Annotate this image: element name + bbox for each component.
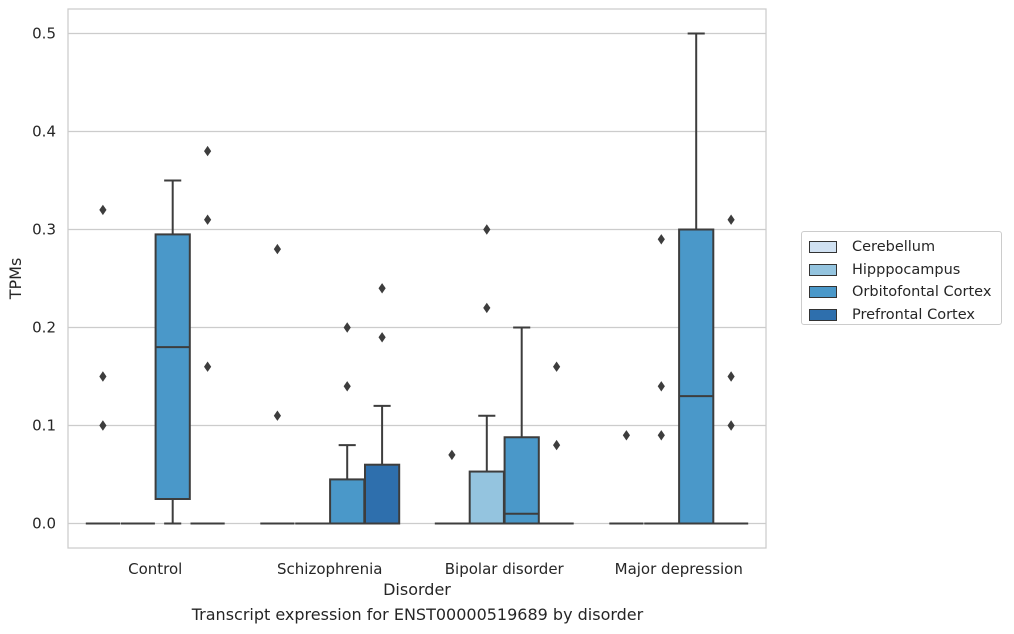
box-orbitofontal-cortex (154, 179, 191, 525)
legend-item: Hipppocampus (809, 259, 1001, 282)
outlier-point (483, 224, 491, 235)
outlier-point (378, 332, 386, 343)
outlier-point (622, 430, 630, 441)
box-orbitofontal-cortex (329, 444, 366, 525)
box-body (154, 233, 191, 500)
legend-item: Cerebellum (809, 236, 1001, 259)
outlier-point (553, 361, 561, 372)
box-orbitofontal-cortex (678, 32, 715, 525)
outlier-point (99, 204, 107, 216)
legend-swatch (809, 286, 837, 299)
x-tick-label: Control (128, 560, 182, 578)
outlier-point (657, 234, 665, 245)
outlier-point (483, 302, 491, 314)
y-tick-label: 0.4 (32, 123, 56, 141)
legend-item: Prefrontal Cortex (809, 304, 1001, 327)
y-tick-label: 0.5 (32, 25, 56, 43)
x-tick-label: Bipolar disorder (445, 560, 565, 578)
outlier-point (204, 214, 212, 225)
y-tick-labels: 0.0 0.1 0.2 0.3 0.4 0.5 (32, 25, 56, 533)
legend-label: Hipppocampus (852, 261, 961, 278)
box-prefrontal-cortex (363, 404, 401, 525)
boxes (85, 32, 749, 525)
legend-label: Prefrontal Cortex (852, 306, 975, 323)
y-tick-label: 0.2 (32, 319, 56, 337)
outlier-point (343, 381, 351, 392)
box-body (329, 478, 366, 525)
outlier-point (343, 322, 351, 333)
legend-swatch (809, 308, 837, 321)
box-body (363, 463, 401, 525)
y-axis-label: TPMs (6, 258, 25, 301)
box-body (678, 228, 715, 525)
outlier-point (448, 449, 456, 461)
outlier-point (657, 381, 665, 392)
box-orbitofontal-cortex (503, 326, 540, 525)
outlier-point (273, 243, 281, 255)
y-tick-label: 0.3 (32, 221, 56, 239)
outlier-point (727, 420, 735, 431)
outlier-point (273, 410, 281, 421)
outlier-point (378, 283, 386, 294)
legend-label: Orbitofontal Cortex (852, 284, 992, 301)
outlier-point (204, 145, 212, 157)
legend-label: Cerebellum (852, 239, 936, 256)
outlier-point (553, 439, 561, 451)
legend-swatch (809, 241, 837, 254)
box-body (503, 436, 540, 525)
legend-item: Orbitofontal Cortex (809, 281, 1001, 304)
x-tick-labels: Control Schizophrenia Bipolar disorder Majo… (128, 560, 743, 578)
outlier-point (657, 430, 665, 441)
chart-caption: Transcript expression for ENST0000051968… (191, 605, 644, 624)
x-tick-label: Schizophrenia (277, 560, 382, 578)
outlier-point (204, 361, 212, 372)
outliers (99, 145, 735, 461)
y-tick-label: 0.0 (32, 515, 56, 533)
y-tick-label: 0.1 (32, 417, 56, 435)
legend-swatch (809, 263, 837, 276)
x-tick-label: Major depression (615, 560, 743, 578)
outlier-point (727, 371, 735, 382)
outlier-point (99, 371, 107, 382)
box-hipppocampus (468, 414, 505, 525)
legend: Cerebellum Hipppocampus Orbitofontal Corte… (801, 231, 1002, 325)
x-axis-label: Disorder (383, 580, 451, 599)
box-body (468, 470, 505, 525)
outlier-point (727, 214, 735, 225)
plot-frame (67, 8, 767, 549)
outlier-point (99, 420, 107, 431)
